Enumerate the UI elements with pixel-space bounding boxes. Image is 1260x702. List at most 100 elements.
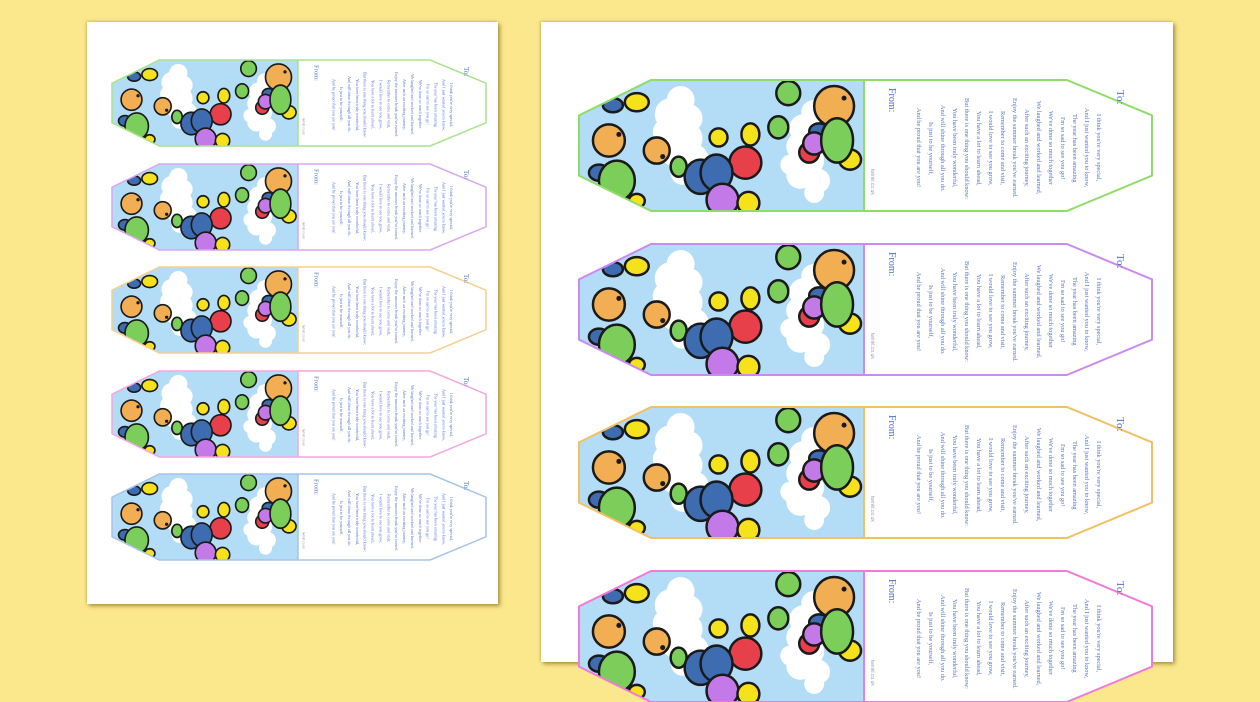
bookmark-card: To: I think you're very special, And I jus…: [578, 406, 1153, 539]
poem-line: Enjoy the summer break you've earned.: [1011, 425, 1018, 525]
poem-line: After such an exciting journey,: [1023, 436, 1030, 514]
poem-line: I think you're very special,: [449, 186, 455, 230]
poem-line: But there is one thing you should know:: [963, 424, 970, 526]
poem-line: You have a lot to learn ahead,: [370, 80, 376, 129]
poem-line: We laughed and worked and learned,: [1035, 591, 1042, 686]
poem-line: And will shine through all you do.: [939, 431, 946, 519]
poem-line: Is just to be yourself,: [339, 190, 345, 226]
poem-line: But there is one thing you should know:: [362, 485, 368, 552]
bookmark-card: To: I think you're very special, And I jus…: [111, 473, 487, 561]
poem-line: After such an exciting journey,: [402, 493, 408, 544]
bookmark-card: To: I think you're very special, And I jus…: [111, 59, 487, 147]
balloon-illustration: [578, 242, 1153, 376]
poem-text: I think you're very special, And I just w…: [324, 68, 455, 141]
site-label: twinkl.co.uk: [869, 332, 875, 359]
poem-line: After such an exciting journey,: [402, 286, 408, 337]
poem-text: I think you're very special, And I just w…: [904, 583, 1104, 695]
poem-line: We've done so much together: [417, 80, 423, 129]
poem-line: I think you're very special,: [1095, 441, 1102, 509]
poem-line: But there is one thing you should know:: [963, 261, 970, 362]
poem-line: Remember to come and visit,: [386, 390, 392, 440]
poem-line: And will shine through all you do.: [939, 104, 946, 192]
poem-line: I'm so sad to see you go!: [425, 84, 431, 125]
poem-line: Remember to come and visit,: [386, 494, 392, 543]
poem-line: After such an exciting journey,: [402, 79, 408, 130]
site-label: twinkl.co.uk: [869, 659, 875, 686]
poem-line: I'm so sad to see you go!: [425, 291, 431, 332]
to-label: To:: [1114, 90, 1126, 105]
poem-line: And be proud that you are you!: [331, 285, 337, 338]
bookmark-card: To: I think you're very special, And I jus…: [111, 369, 487, 458]
poem-line: I would love to see you grow,: [987, 274, 994, 349]
poem-line: We've done so much together: [1047, 110, 1054, 186]
poem-line: Remember to come and visit,: [386, 80, 392, 129]
poem-line: Enjoy the summer break you've earned.: [394, 382, 400, 448]
poem-line: I'm so sad to see you go!: [425, 394, 431, 436]
poem-line: I think you're very special,: [449, 289, 455, 334]
poem-line: The year has been amazing: [1071, 604, 1078, 673]
poem-line: After such an exciting journey,: [1023, 272, 1030, 351]
poem-line: I would love to see you grow,: [378, 494, 384, 543]
poem-line: Remember to come and visit,: [999, 601, 1006, 676]
poem-line: You have a lot to learn ahead,: [370, 390, 376, 440]
poem-line: And be proud that you are you!: [331, 492, 337, 545]
poem-line: And I just wanted you to know,: [1083, 435, 1090, 515]
poem-line: And I just wanted you to know,: [1083, 598, 1090, 679]
poem-line: Remember to come and visit,: [386, 183, 392, 233]
poem-line: We laughed and worked and learned,: [409, 74, 415, 135]
poem-line: And be proud that you are you!: [331, 182, 337, 234]
poem-line: Remember to come and visit,: [386, 287, 392, 336]
site-label: twinkl.co.uk: [301, 221, 306, 239]
poem-line: But there is one thing you should know:: [362, 71, 368, 138]
bookmark-card: To: I think you're very special, And I jus…: [111, 266, 487, 354]
poem-line: You have been truly wonderful,: [354, 78, 360, 131]
poem-line: And be proud that you are you!: [915, 435, 922, 515]
from-label: From:: [312, 479, 320, 496]
poem-line: And be proud that you are you!: [915, 598, 922, 679]
poem-line: And will shine through all you do.: [347, 386, 353, 444]
poem-line: We laughed and worked and learned,: [409, 384, 415, 446]
poem-line: The year has been amazing: [433, 185, 439, 231]
poem-line: Is just to be yourself,: [339, 87, 345, 122]
balloon-illustration: [111, 369, 487, 458]
balloon-illustration: [111, 266, 487, 354]
poem-text: I think you're very special, And I just w…: [324, 171, 455, 244]
poem-line: The year has been amazing: [1071, 277, 1078, 346]
poem-line: And be proud that you are you!: [331, 78, 337, 131]
from-label: From:: [312, 375, 320, 392]
poem-line: Enjoy the summer break you've earned.: [394, 278, 400, 345]
poem-line: You have a lot to learn ahead,: [975, 437, 982, 513]
bookmark-card: To: I think you're very special, And I jus…: [111, 162, 487, 251]
poem-line: Enjoy the summer break you've earned.: [1011, 98, 1018, 198]
poem-line: I'm so sad to see you go!: [1059, 443, 1066, 507]
poem-line: And I just wanted you to know,: [441, 492, 447, 545]
poem-line: I think you're very special,: [1095, 277, 1102, 346]
poem-text: I think you're very special, And I just w…: [904, 92, 1104, 204]
poem-line: We've done so much together: [1047, 437, 1054, 513]
bookmark-card: To: I think you're very special, And I jus…: [578, 242, 1153, 376]
poem-line: And I just wanted you to know,: [441, 182, 447, 234]
poem-line: And will shine through all you do.: [939, 595, 946, 682]
poem-line: We've done so much together: [1047, 601, 1054, 676]
poem-line: Enjoy the summer break you've earned.: [394, 175, 400, 241]
poem-line: And will shine through all you do.: [347, 283, 353, 340]
poem-line: And be proud that you are you!: [915, 108, 922, 188]
poem-line: You have been truly wonderful,: [354, 285, 360, 338]
poem-line: I would love to see you grow,: [378, 390, 384, 440]
poem-line: But there is one thing you should know:: [362, 175, 368, 241]
poem-line: I think you're very special,: [1095, 114, 1102, 182]
to-label: To:: [1114, 417, 1126, 432]
poem-line: You have a lot to learn ahead,: [370, 183, 376, 233]
poem-line: Is just to be yourself,: [927, 448, 934, 502]
poem-line: I'm so sad to see you go!: [1059, 116, 1066, 180]
poem-line: But there is one thing you should know:: [963, 97, 970, 199]
poem-line: We laughed and worked and learned,: [409, 488, 415, 549]
site-label: twinkl.co.uk: [301, 118, 306, 136]
poem-line: The year has been amazing: [1071, 440, 1078, 510]
balloon-illustration: [111, 59, 487, 147]
poem-line: Enjoy the summer break you've earned.: [394, 485, 400, 552]
poem-line: After such an exciting journey,: [402, 182, 408, 234]
poem-line: I would love to see you grow,: [987, 437, 994, 513]
poem-line: Enjoy the summer break you've earned.: [1011, 588, 1018, 689]
bookmark-card: To: I think you're very special, And I jus…: [578, 569, 1153, 702]
